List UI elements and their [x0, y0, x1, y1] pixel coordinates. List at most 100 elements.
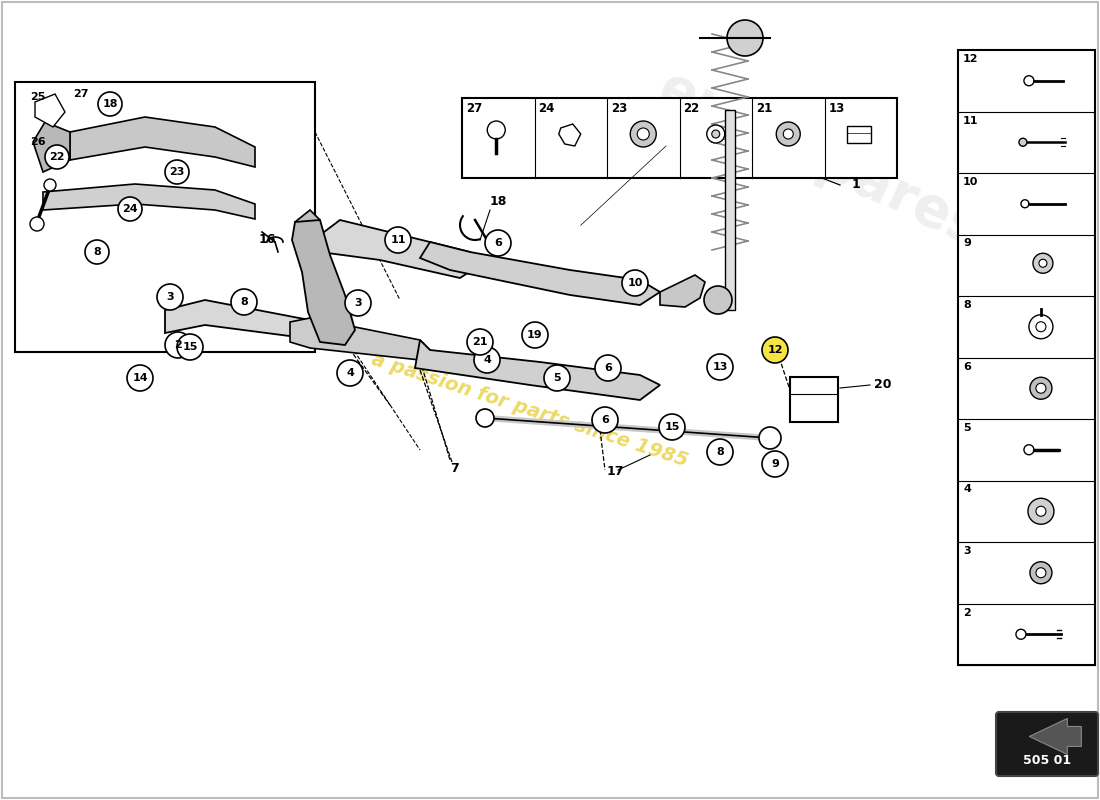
Polygon shape: [290, 318, 430, 360]
Circle shape: [1036, 383, 1046, 394]
Circle shape: [1030, 378, 1052, 399]
Text: 25: 25: [30, 92, 45, 102]
Circle shape: [487, 121, 505, 139]
Bar: [15, 82, 315, 352]
Text: 11: 11: [962, 115, 979, 126]
Text: 27: 27: [466, 102, 482, 115]
Polygon shape: [295, 210, 320, 238]
Text: 10: 10: [962, 177, 978, 187]
Text: 23: 23: [169, 167, 185, 177]
Text: 9: 9: [962, 238, 971, 249]
Bar: [462, 98, 896, 178]
Text: 18: 18: [490, 195, 507, 208]
Circle shape: [476, 409, 494, 427]
Polygon shape: [847, 126, 871, 143]
Circle shape: [1036, 568, 1046, 578]
Text: 23: 23: [610, 102, 627, 115]
Text: 19: 19: [527, 330, 542, 340]
Circle shape: [1019, 138, 1027, 146]
Text: 4: 4: [962, 485, 971, 494]
Bar: [958, 50, 1094, 665]
Text: 10: 10: [627, 278, 642, 288]
Text: 12: 12: [768, 345, 783, 355]
Text: 9: 9: [771, 459, 779, 469]
Circle shape: [1028, 314, 1053, 338]
Circle shape: [707, 439, 733, 465]
Circle shape: [704, 286, 732, 314]
Text: 21: 21: [756, 102, 772, 115]
Circle shape: [474, 347, 500, 373]
Circle shape: [1030, 562, 1052, 584]
Text: 6: 6: [962, 362, 971, 371]
Text: 505 01: 505 01: [1023, 754, 1071, 766]
Circle shape: [118, 197, 142, 221]
Text: a passion for parts since 1985: a passion for parts since 1985: [370, 350, 691, 470]
Circle shape: [727, 20, 763, 56]
Text: 3: 3: [962, 546, 970, 556]
Text: 22: 22: [50, 152, 65, 162]
Text: eurospares: eurospares: [650, 62, 990, 258]
Text: 4: 4: [346, 368, 354, 378]
Polygon shape: [33, 122, 70, 172]
Text: 7: 7: [450, 462, 459, 475]
Circle shape: [1038, 259, 1047, 267]
Circle shape: [337, 360, 363, 386]
FancyBboxPatch shape: [996, 712, 1098, 776]
Circle shape: [659, 414, 685, 440]
Text: 12: 12: [962, 54, 979, 64]
Polygon shape: [559, 124, 581, 146]
Bar: [725, 110, 735, 310]
Text: 5: 5: [962, 423, 970, 433]
Circle shape: [1033, 254, 1053, 274]
Circle shape: [1024, 445, 1034, 454]
Text: 6: 6: [604, 363, 612, 373]
Text: 26: 26: [30, 137, 45, 147]
Circle shape: [637, 128, 649, 140]
Circle shape: [30, 217, 44, 231]
Text: 15: 15: [183, 342, 198, 352]
Text: 6: 6: [601, 415, 609, 425]
Circle shape: [157, 284, 183, 310]
Polygon shape: [660, 275, 705, 307]
Polygon shape: [292, 220, 355, 345]
Text: 3: 3: [166, 292, 174, 302]
Circle shape: [712, 130, 719, 138]
Circle shape: [165, 160, 189, 184]
Text: 20: 20: [874, 378, 891, 391]
Text: 8: 8: [94, 247, 101, 257]
Circle shape: [485, 230, 512, 256]
Text: 21: 21: [472, 337, 487, 347]
Polygon shape: [43, 184, 255, 219]
Text: 14: 14: [132, 373, 147, 383]
Circle shape: [231, 289, 257, 315]
Circle shape: [385, 227, 411, 253]
Polygon shape: [790, 377, 838, 422]
Text: 13: 13: [713, 362, 728, 372]
Circle shape: [1027, 498, 1054, 524]
Circle shape: [126, 365, 153, 391]
Text: 15: 15: [664, 422, 680, 432]
Polygon shape: [320, 220, 480, 278]
Circle shape: [707, 354, 733, 380]
Circle shape: [345, 290, 371, 316]
Circle shape: [544, 365, 570, 391]
Circle shape: [762, 451, 788, 477]
Text: 18: 18: [102, 99, 118, 109]
Circle shape: [595, 355, 621, 381]
Circle shape: [98, 92, 122, 116]
Circle shape: [165, 332, 191, 358]
Polygon shape: [35, 94, 65, 127]
Circle shape: [783, 129, 793, 139]
Text: 8: 8: [716, 447, 724, 457]
Circle shape: [777, 122, 801, 146]
Text: 17: 17: [607, 465, 625, 478]
Text: 8: 8: [962, 300, 970, 310]
Circle shape: [630, 121, 657, 147]
Circle shape: [44, 179, 56, 191]
Polygon shape: [420, 242, 660, 305]
Polygon shape: [415, 340, 660, 400]
Text: 2: 2: [174, 340, 182, 350]
Circle shape: [1024, 76, 1034, 86]
Circle shape: [522, 322, 548, 348]
Circle shape: [468, 329, 493, 355]
